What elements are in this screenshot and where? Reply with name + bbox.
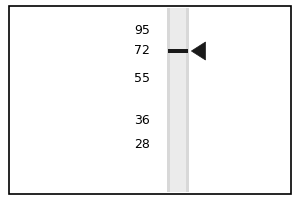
- Text: 36: 36: [134, 114, 150, 128]
- Text: 72: 72: [134, 45, 150, 58]
- Bar: [170, 8, 186, 192]
- Bar: [168, 49, 188, 53]
- Polygon shape: [191, 42, 206, 60]
- Text: 95: 95: [134, 24, 150, 38]
- Bar: [167, 8, 189, 192]
- Text: 28: 28: [134, 138, 150, 150]
- Text: 55: 55: [134, 72, 150, 86]
